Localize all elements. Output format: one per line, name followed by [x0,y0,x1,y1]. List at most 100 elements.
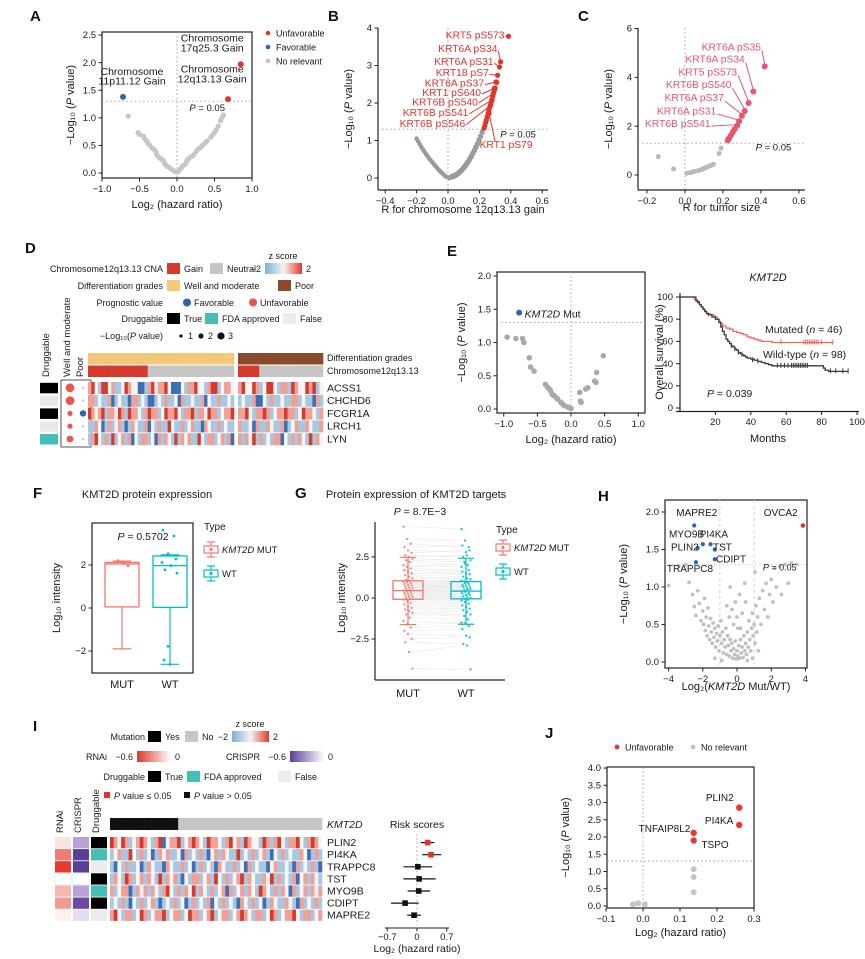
pair-line [411,574,463,578]
heatmap-cell [124,353,129,365]
heatmap-cell [284,849,289,861]
heatmap-cell [169,873,174,885]
heatmap-cell [104,365,109,377]
heatmap-cell [319,407,324,420]
druggable-cell [91,849,107,861]
heatmap-cell [217,407,222,420]
heatmap-cell [144,407,149,420]
heatmap-cell [154,873,159,885]
heatmap-cell [194,365,198,377]
gene-label: LYN [327,434,347,446]
heatmap-cell [255,407,260,420]
heatmap-cell [180,861,185,873]
x-category-label: WT [457,688,474,700]
chart-title: Protein expression of KMT2D targets [326,489,507,501]
heatmap-cell [247,837,252,849]
heatmap-cell [121,909,126,921]
legend-gradient-min: −0.6 [115,752,133,762]
x-tick-label: 0.6 [792,196,805,207]
heatmap-cell [88,407,92,420]
legend-swatch [210,263,223,274]
heatmap-cell [124,382,129,394]
heatmap-cell [197,407,202,420]
heatmap-cell [169,909,174,921]
heatmap-cell [180,885,185,897]
pair-line [411,625,463,628]
heatmap-cell [197,433,202,446]
druggable-cell [40,434,58,445]
data-point [225,96,231,103]
heatmap-cell [310,885,315,897]
mutation-cell [276,818,281,830]
heatmap-cell [134,420,139,433]
heatmap-cell [199,885,204,897]
heatmap-cell [164,420,168,433]
heatmap-cell [258,873,263,885]
heatmap-cell [294,420,299,433]
heatmap-cell [210,420,215,433]
sig-point [745,99,752,106]
pair-line [411,617,463,620]
heatmap-cell [318,885,323,897]
heatmap-cell [295,909,300,921]
heatmap-cell [187,382,192,394]
heatmap-cell [277,861,282,873]
heatmap-cell [113,837,118,849]
panel-letter-h: H [598,488,609,505]
heatmap-cell [281,873,286,885]
y-tick-label: 0.5 [646,620,659,631]
heatmap-cell [269,849,274,861]
heatmap-cell [147,849,152,861]
heatmap-cell [161,394,165,407]
gray-point [578,399,584,406]
mut-point [403,603,406,606]
heatmap-cell [236,861,241,873]
pair-line [411,620,463,623]
heatmap-cell [195,861,200,873]
heatmap-cell [180,433,185,446]
heatmap-cell [217,420,222,433]
heatmap-cell [184,353,188,365]
heatmap-cell [217,394,222,407]
gray-point [724,626,728,631]
pair-line [411,582,463,585]
gray-point [746,645,751,649]
heatmap-cell [221,837,226,849]
heatmap-cell [128,873,133,885]
mutation-cell [200,818,205,830]
heatmap-cell [262,897,267,909]
legend-label: 1 [188,331,193,341]
heatmap-cell [137,394,142,407]
mutation-cell [272,818,277,830]
heatmap-cell [151,407,155,420]
heatmap-cell [281,897,286,909]
heatmap-cell [207,382,212,394]
heatmap-cell [210,837,215,849]
plot-frame [664,499,808,669]
legend-row-label: RNAi [86,752,107,762]
heatmap-cell [141,382,145,394]
y-tick-label: 0.0 [588,901,601,912]
y-tick-label: 4.0 [588,763,601,774]
heatmap-cell [174,433,178,446]
gray-point [690,866,697,873]
point-label: KRT1 pS79 [480,140,533,151]
heatmap-cell [229,837,234,849]
heatmap-cell [214,407,218,420]
panel-letter-f: F [33,485,43,502]
heatmap-cell [227,394,231,407]
heatmap-cell [240,849,245,861]
heatmap-cell [141,365,145,377]
heatmap-cell [107,365,112,377]
pair-line [411,526,463,530]
wt-point [465,554,469,557]
wt-point [467,602,470,605]
annotation: Chromosome [100,66,163,78]
heatmap-cell [127,353,132,365]
heatmap-cell [191,873,196,885]
heatmap-cell [206,897,211,909]
rnai-cell [55,909,71,921]
heatmap-cell [287,353,292,365]
heatmap-cell [224,353,228,365]
